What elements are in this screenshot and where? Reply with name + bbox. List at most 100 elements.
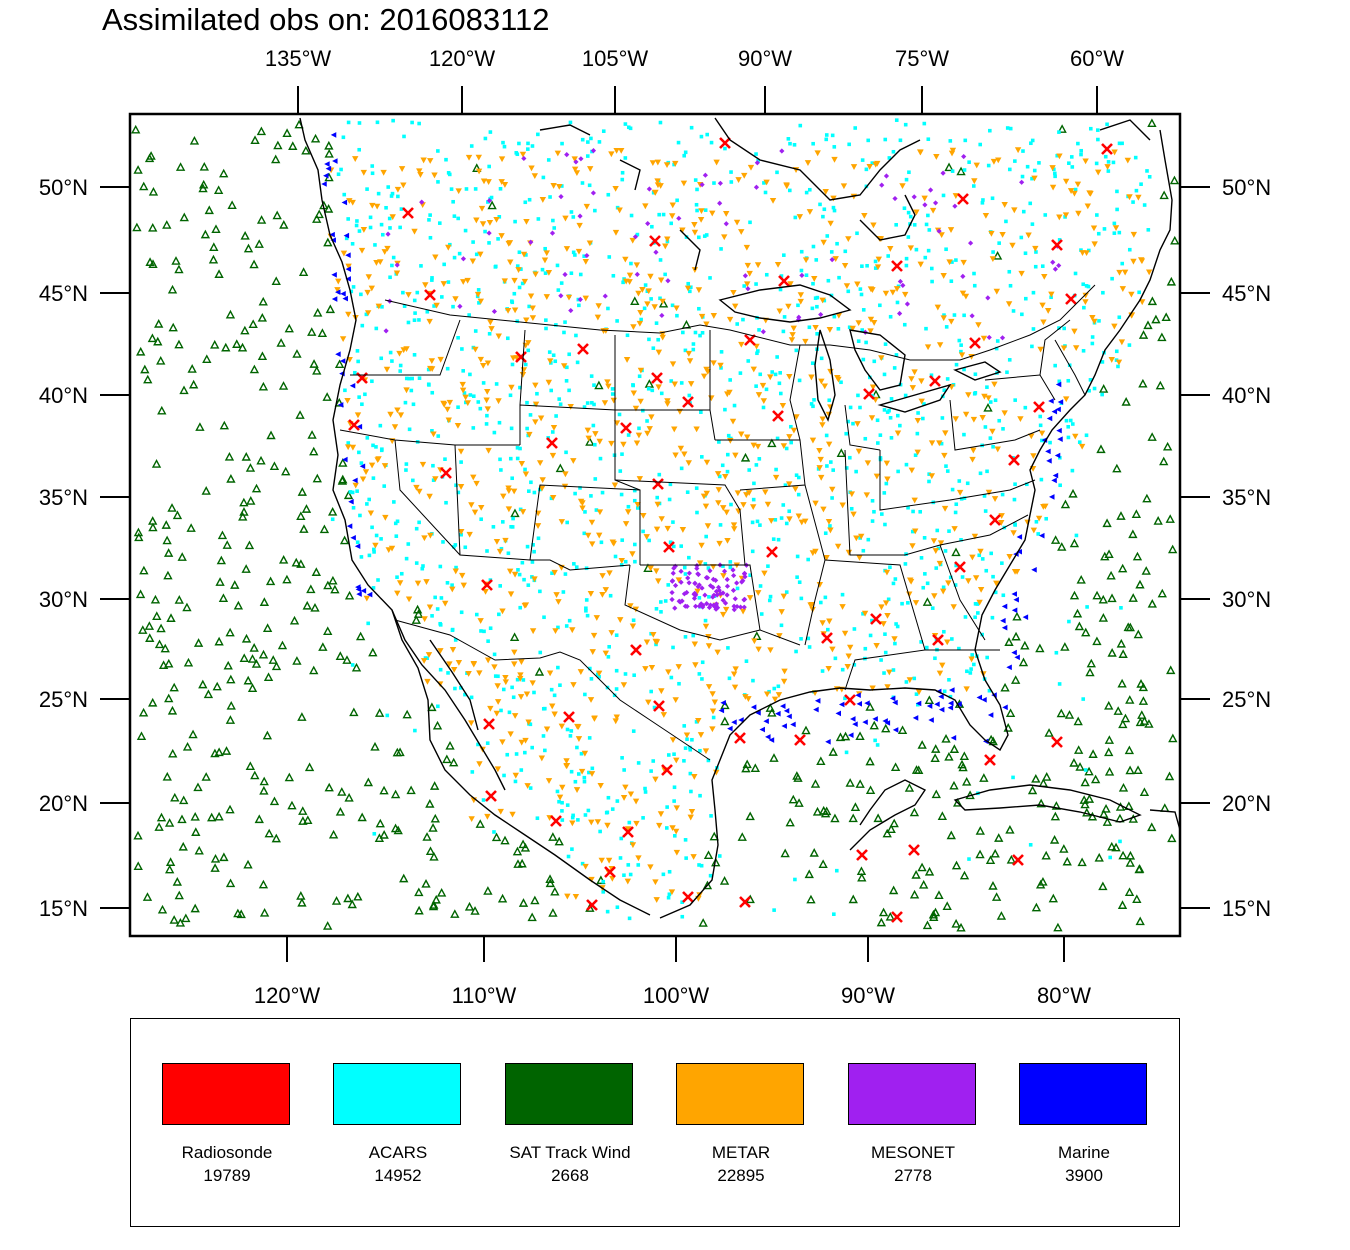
acars-marker [786, 137, 791, 141]
acars-marker [454, 565, 458, 570]
acars-marker [494, 382, 499, 386]
acars-marker [474, 612, 479, 617]
acars-marker [372, 547, 376, 552]
acars-marker [679, 381, 684, 385]
acars-marker [555, 263, 560, 268]
acars-marker [704, 534, 708, 539]
sat-track-wind-marker [1088, 749, 1098, 758]
acars-marker [661, 212, 666, 217]
sat-track-wind-marker [218, 593, 229, 603]
acars-marker [699, 134, 704, 139]
metar-marker [635, 290, 642, 297]
metar-marker [433, 302, 440, 309]
metar-marker [705, 684, 713, 690]
sat-track-wind-marker [241, 452, 251, 461]
acars-marker [654, 606, 659, 611]
acars-marker [924, 326, 928, 331]
metar-marker [502, 674, 509, 681]
acars-marker [796, 492, 801, 497]
sat-track-wind-marker [297, 712, 307, 721]
acars-marker [463, 545, 468, 550]
acars-marker [389, 194, 394, 198]
acars-marker [517, 250, 522, 255]
acars-marker [620, 756, 624, 760]
sat-track-wind-marker [483, 886, 493, 895]
acars-marker [941, 585, 946, 590]
metar-marker [908, 467, 916, 474]
acars-marker [572, 562, 576, 566]
sat-track-wind-marker [979, 773, 989, 782]
sat-track-wind-marker [769, 753, 779, 762]
acars-marker [823, 531, 828, 536]
marine-marker [889, 695, 896, 702]
metar-marker [734, 490, 742, 497]
metar-marker [532, 271, 539, 278]
metar-marker [349, 444, 357, 451]
sat-track-wind-marker [745, 811, 755, 821]
sat-track-wind-marker [1020, 640, 1030, 650]
metar-marker [339, 336, 347, 343]
acars-marker [978, 142, 983, 147]
acars-marker [1066, 378, 1071, 383]
acars-marker [690, 737, 694, 742]
acars-marker [781, 503, 786, 507]
acars-marker [784, 521, 789, 526]
acars-marker [436, 149, 440, 153]
sat-track-wind-marker [212, 681, 222, 691]
acars-marker [725, 452, 730, 457]
sat-track-wind-marker [809, 848, 819, 857]
acars-marker [496, 237, 500, 241]
metar-marker [381, 249, 388, 255]
metar-marker [1062, 178, 1070, 185]
metar-marker [547, 358, 554, 365]
acars-marker [647, 337, 651, 342]
sat-track-wind-marker [1118, 719, 1128, 729]
acars-marker [631, 729, 636, 733]
metar-marker [416, 168, 423, 175]
metar-marker [445, 417, 452, 424]
sat-track-wind-marker [209, 242, 219, 251]
acars-marker [856, 393, 860, 398]
top-tick-label: 105°W [582, 46, 649, 71]
metar-marker [789, 332, 796, 338]
sat-track-wind-marker [412, 604, 423, 614]
acars-marker [856, 339, 861, 343]
acars-marker [655, 495, 660, 500]
metar-marker [469, 258, 477, 265]
acars-marker [847, 325, 852, 330]
acars-marker [390, 191, 395, 196]
acars-marker [717, 854, 722, 858]
mesonet-marker [486, 198, 493, 204]
metar-marker [913, 209, 920, 216]
acars-marker [772, 686, 777, 691]
mesonet-marker [704, 601, 710, 607]
acars-marker [635, 232, 640, 237]
sat-track-wind-marker [164, 658, 174, 668]
metar-marker [560, 363, 568, 370]
acars-marker [398, 225, 402, 230]
marine-marker [759, 726, 765, 733]
metar-marker [695, 287, 703, 294]
sat-track-wind-marker [331, 896, 342, 905]
radiosonde-marker [969, 337, 981, 349]
metar-marker [391, 424, 399, 431]
acars-marker [870, 498, 875, 503]
acars-marker [1038, 414, 1043, 419]
metar-marker [848, 491, 856, 498]
metar-marker [624, 878, 631, 885]
acars-marker [402, 304, 407, 308]
metar-marker [952, 416, 959, 423]
acars-marker [494, 264, 498, 269]
acars-marker [985, 385, 989, 389]
metar-marker [387, 411, 394, 418]
mesonet-marker [717, 180, 723, 186]
metar-marker [741, 172, 748, 179]
radiosonde-marker [891, 260, 903, 272]
metar-marker [1124, 157, 1131, 164]
metar-marker [1009, 242, 1016, 249]
acars-marker [1120, 261, 1125, 266]
marine-marker [727, 725, 733, 732]
metar-marker [421, 535, 428, 542]
acars-marker [725, 469, 730, 474]
acars-marker [697, 596, 702, 600]
